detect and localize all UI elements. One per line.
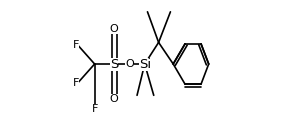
Text: S: S bbox=[110, 57, 118, 71]
Text: F: F bbox=[73, 40, 79, 50]
Text: O: O bbox=[110, 24, 118, 34]
Text: Si: Si bbox=[139, 57, 151, 71]
Text: F: F bbox=[73, 78, 79, 88]
Text: O: O bbox=[125, 59, 134, 69]
Text: F: F bbox=[91, 104, 98, 114]
Text: O: O bbox=[110, 94, 118, 104]
